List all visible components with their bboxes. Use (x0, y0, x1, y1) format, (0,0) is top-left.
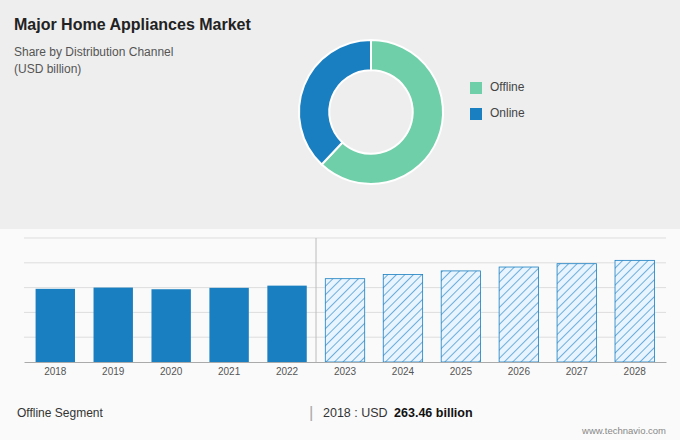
bar (557, 264, 596, 362)
x-tick: 2027 (566, 362, 589, 377)
annotation: www.technavio.com (581, 425, 666, 436)
legend-swatch (470, 82, 482, 94)
bar (151, 289, 190, 362)
subtitle: (USD billion) (14, 62, 81, 76)
x-tick: 2028 (624, 362, 647, 377)
x-axis-line (25, 362, 667, 363)
x-tick-label: 2021 (218, 366, 241, 377)
annotation: Offline Segment (17, 406, 103, 420)
bar (615, 260, 654, 362)
bar (383, 275, 422, 362)
legend-swatch (470, 108, 482, 120)
x-tick: 2024 (392, 362, 415, 377)
x-tick-label: 2023 (334, 366, 357, 377)
bar (36, 289, 75, 362)
legend-entry: Online (490, 106, 525, 120)
annotation: 263.46 billion (394, 406, 473, 420)
subtitle: Share by Distribution Channel (14, 45, 173, 59)
x-tick: 2025 (450, 362, 473, 377)
x-tick: 2026 (508, 362, 531, 377)
x-tick-label: 2028 (624, 366, 647, 377)
grid-line (24, 262, 666, 263)
top-panel (0, 0, 680, 229)
x-tick: 2019 (102, 362, 125, 377)
x-tick: 2022 (276, 362, 299, 377)
bar (499, 267, 538, 362)
bars (36, 238, 655, 362)
bar (325, 279, 364, 362)
bar (267, 286, 306, 362)
x-tick-label: 2022 (276, 366, 299, 377)
bar (441, 271, 480, 362)
x-tick: 2021 (218, 362, 241, 377)
x-tick: 2020 (160, 362, 183, 377)
title: Major Home Appliances Market (14, 16, 251, 33)
x-tick-label: 2018 (44, 366, 67, 377)
slice (299, 40, 371, 164)
separator (316, 238, 317, 362)
x-tick-label: 2027 (566, 366, 589, 377)
grid-line (24, 238, 666, 239)
bar (209, 288, 248, 362)
chart: Major Home Appliances Market Share by Dis… (0, 0, 680, 440)
x-tick: 2018 (44, 362, 67, 377)
x-axis: 2018 2019 2020 2021 2022 2023 2024 2025 2026 2027… (25, 362, 667, 377)
bar (94, 288, 133, 362)
annotation: 2018 : USD (323, 406, 391, 420)
x-tick-label: 2019 (102, 366, 125, 377)
x-tick-label: 2025 (450, 366, 473, 377)
x-tick-label: 2026 (508, 366, 531, 377)
x-tick: 2023 (334, 362, 357, 377)
bottom-panel (0, 229, 680, 440)
x-tick-label: 2024 (392, 366, 415, 377)
x-tick-label: 2020 (160, 366, 183, 377)
annotation: | (309, 403, 313, 422)
legend-entry: Offline (490, 80, 525, 94)
donut (299, 40, 443, 184)
